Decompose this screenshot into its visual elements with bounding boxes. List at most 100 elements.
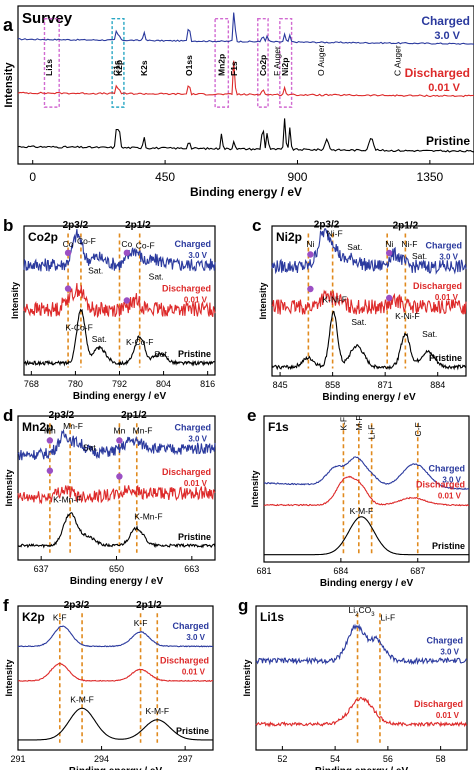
survey-peak-label: O Auger xyxy=(316,45,326,76)
panel-title-d: Mn2p xyxy=(22,420,53,434)
panel-letter-e: e xyxy=(247,406,256,425)
series-sublabel-d: 0.01 V xyxy=(184,479,208,488)
species-dot-b xyxy=(123,249,131,257)
peak-label-b: Co-F xyxy=(136,240,155,250)
x-axis-label-c: Binding energy / eV xyxy=(322,392,416,403)
x-tick-label-b: 804 xyxy=(156,379,171,389)
series-label-a: Discharged xyxy=(405,66,470,80)
peak-label-c: Sat. xyxy=(422,329,437,339)
panel-title-f: K2p xyxy=(22,610,45,624)
panel-b: b Co2p Intensity 768 780 792 804 816 Binding ene… xyxy=(3,216,216,402)
series-line-e-discharged xyxy=(263,475,469,507)
peak-label-e: K-M-F xyxy=(350,506,374,516)
x-tick-label-c: 871 xyxy=(378,380,393,390)
series-sublabel-g: 3.0 V xyxy=(440,647,459,656)
peak-label-d: Mn xyxy=(113,425,125,435)
peak-label-c: K-Ni-F xyxy=(322,295,347,305)
x-tick-label-b: 780 xyxy=(68,379,83,389)
series-line-c-charged xyxy=(271,227,467,275)
series-line-f-charged xyxy=(17,625,214,648)
panel-letter-a: a xyxy=(3,15,14,35)
x-tick-label-d: 650 xyxy=(109,564,124,574)
series-sublabel-e: 3.0 V xyxy=(442,475,461,484)
series-label-f: Discharged xyxy=(160,656,209,666)
series-label-g: Discharged xyxy=(414,699,463,709)
y-axis-label-d: Intensity xyxy=(4,469,14,506)
panel-title-b: Co2p xyxy=(28,230,58,244)
peak-label-f: 2p1/2 xyxy=(136,600,162,611)
peak-label-b: Sat. xyxy=(154,349,169,359)
series-label-d: Discharged xyxy=(162,467,211,477)
x-axis-label-f: Binding energy / eV xyxy=(69,766,163,770)
series-sublabel-a: 0.01 V xyxy=(428,82,460,94)
x-tick-label-g: 52 xyxy=(277,754,287,764)
survey-peak-label: F Auger xyxy=(272,46,282,76)
peak-label-f: K-F xyxy=(134,618,148,628)
x-tick-label-f: 291 xyxy=(10,754,25,764)
peak-label-d: K-Mn-F xyxy=(53,494,81,504)
survey-peak-label: Mn2p xyxy=(217,54,227,76)
series-line-c-discharged xyxy=(271,289,467,315)
panel-g: g Li1s Intensity 52 54 56 58 Binding energy / e… xyxy=(238,596,468,770)
series-label-g: Charged xyxy=(426,635,463,645)
series-sublabel-e: 0.01 V xyxy=(438,492,462,501)
y-axis-label-a: Intensity xyxy=(3,62,15,108)
x-tick-label-a: 900 xyxy=(287,170,307,184)
series-sublabel-f: 0.01 V xyxy=(182,668,206,677)
x-tick-label-c: 884 xyxy=(430,380,445,390)
survey-region-box xyxy=(43,17,60,108)
series-sublabel-d: 3.0 V xyxy=(188,434,207,443)
series-line-f-discharged xyxy=(18,662,213,682)
y-axis-label-f: Intensity xyxy=(4,659,14,696)
peak-label-g: Li-F xyxy=(381,612,396,622)
series-sublabel-c: 0.01 V xyxy=(435,293,459,302)
x-tick-label-e: 687 xyxy=(410,566,425,576)
series-label-f: Pristine xyxy=(176,726,209,736)
survey-region-box xyxy=(257,17,269,108)
x-tick-label-e: 684 xyxy=(333,566,348,576)
peak-label-d: Mn-F xyxy=(133,425,153,435)
series-sublabel-f: 3.0 V xyxy=(186,633,205,642)
peak-label-b: Co xyxy=(121,239,132,249)
peak-label-d: K-Mn-F xyxy=(134,512,162,522)
panel-letter-b: b xyxy=(3,216,13,235)
panel-letter-f: f xyxy=(3,596,9,615)
survey-peak-label: Li1s xyxy=(44,59,54,76)
series-line-c-pristine xyxy=(271,310,467,371)
peak-label-d: 2p1/2 xyxy=(121,410,147,421)
series-line-e-pristine xyxy=(264,516,469,556)
series-label-a: Charged xyxy=(421,14,470,28)
series-label-e: Discharged xyxy=(416,480,465,490)
panel-d: d Mn2p Intensity 637 650 663 Binding energy / … xyxy=(3,406,216,587)
series-sublabel-a: 3.0 V xyxy=(434,30,460,42)
survey-peak-label: Ni2p xyxy=(280,58,290,76)
survey-region-box xyxy=(279,17,293,108)
peak-label-c: K-Ni-F xyxy=(395,311,420,321)
x-tick-label-a: 1350 xyxy=(417,170,444,184)
series-sublabel-b: 3.0 V xyxy=(188,251,207,260)
peak-label-c: Sat. xyxy=(347,242,362,252)
x-axis-label-d: Binding energy / eV xyxy=(70,576,164,587)
y-axis-label-c: Intensity xyxy=(258,282,268,319)
peak-label-b: K-Co-F xyxy=(65,322,92,332)
peak-label-f: 2p3/2 xyxy=(64,600,90,611)
species-dot-b xyxy=(64,285,72,292)
x-tick-label-g: 58 xyxy=(436,754,446,764)
series-line-d-pristine xyxy=(17,512,216,549)
survey-region-box xyxy=(111,17,125,108)
survey-peak-label: K2s xyxy=(139,60,149,76)
x-axis-label-a: Binding energy / eV xyxy=(190,185,302,199)
series-line-b-pristine xyxy=(23,308,216,367)
panel-title-c: Ni2p xyxy=(276,230,302,244)
species-dot-d xyxy=(116,437,123,444)
y-axis-label-b: Intensity xyxy=(10,282,20,319)
series-label-e: Charged xyxy=(428,463,465,473)
panel-title-g: Li1s xyxy=(260,610,284,624)
panel-frame-f xyxy=(17,605,214,751)
peak-label-c: Sat. xyxy=(412,251,427,261)
x-axis-label-e: Binding energy / eV xyxy=(320,578,414,589)
x-tick-label-b: 768 xyxy=(24,379,39,389)
